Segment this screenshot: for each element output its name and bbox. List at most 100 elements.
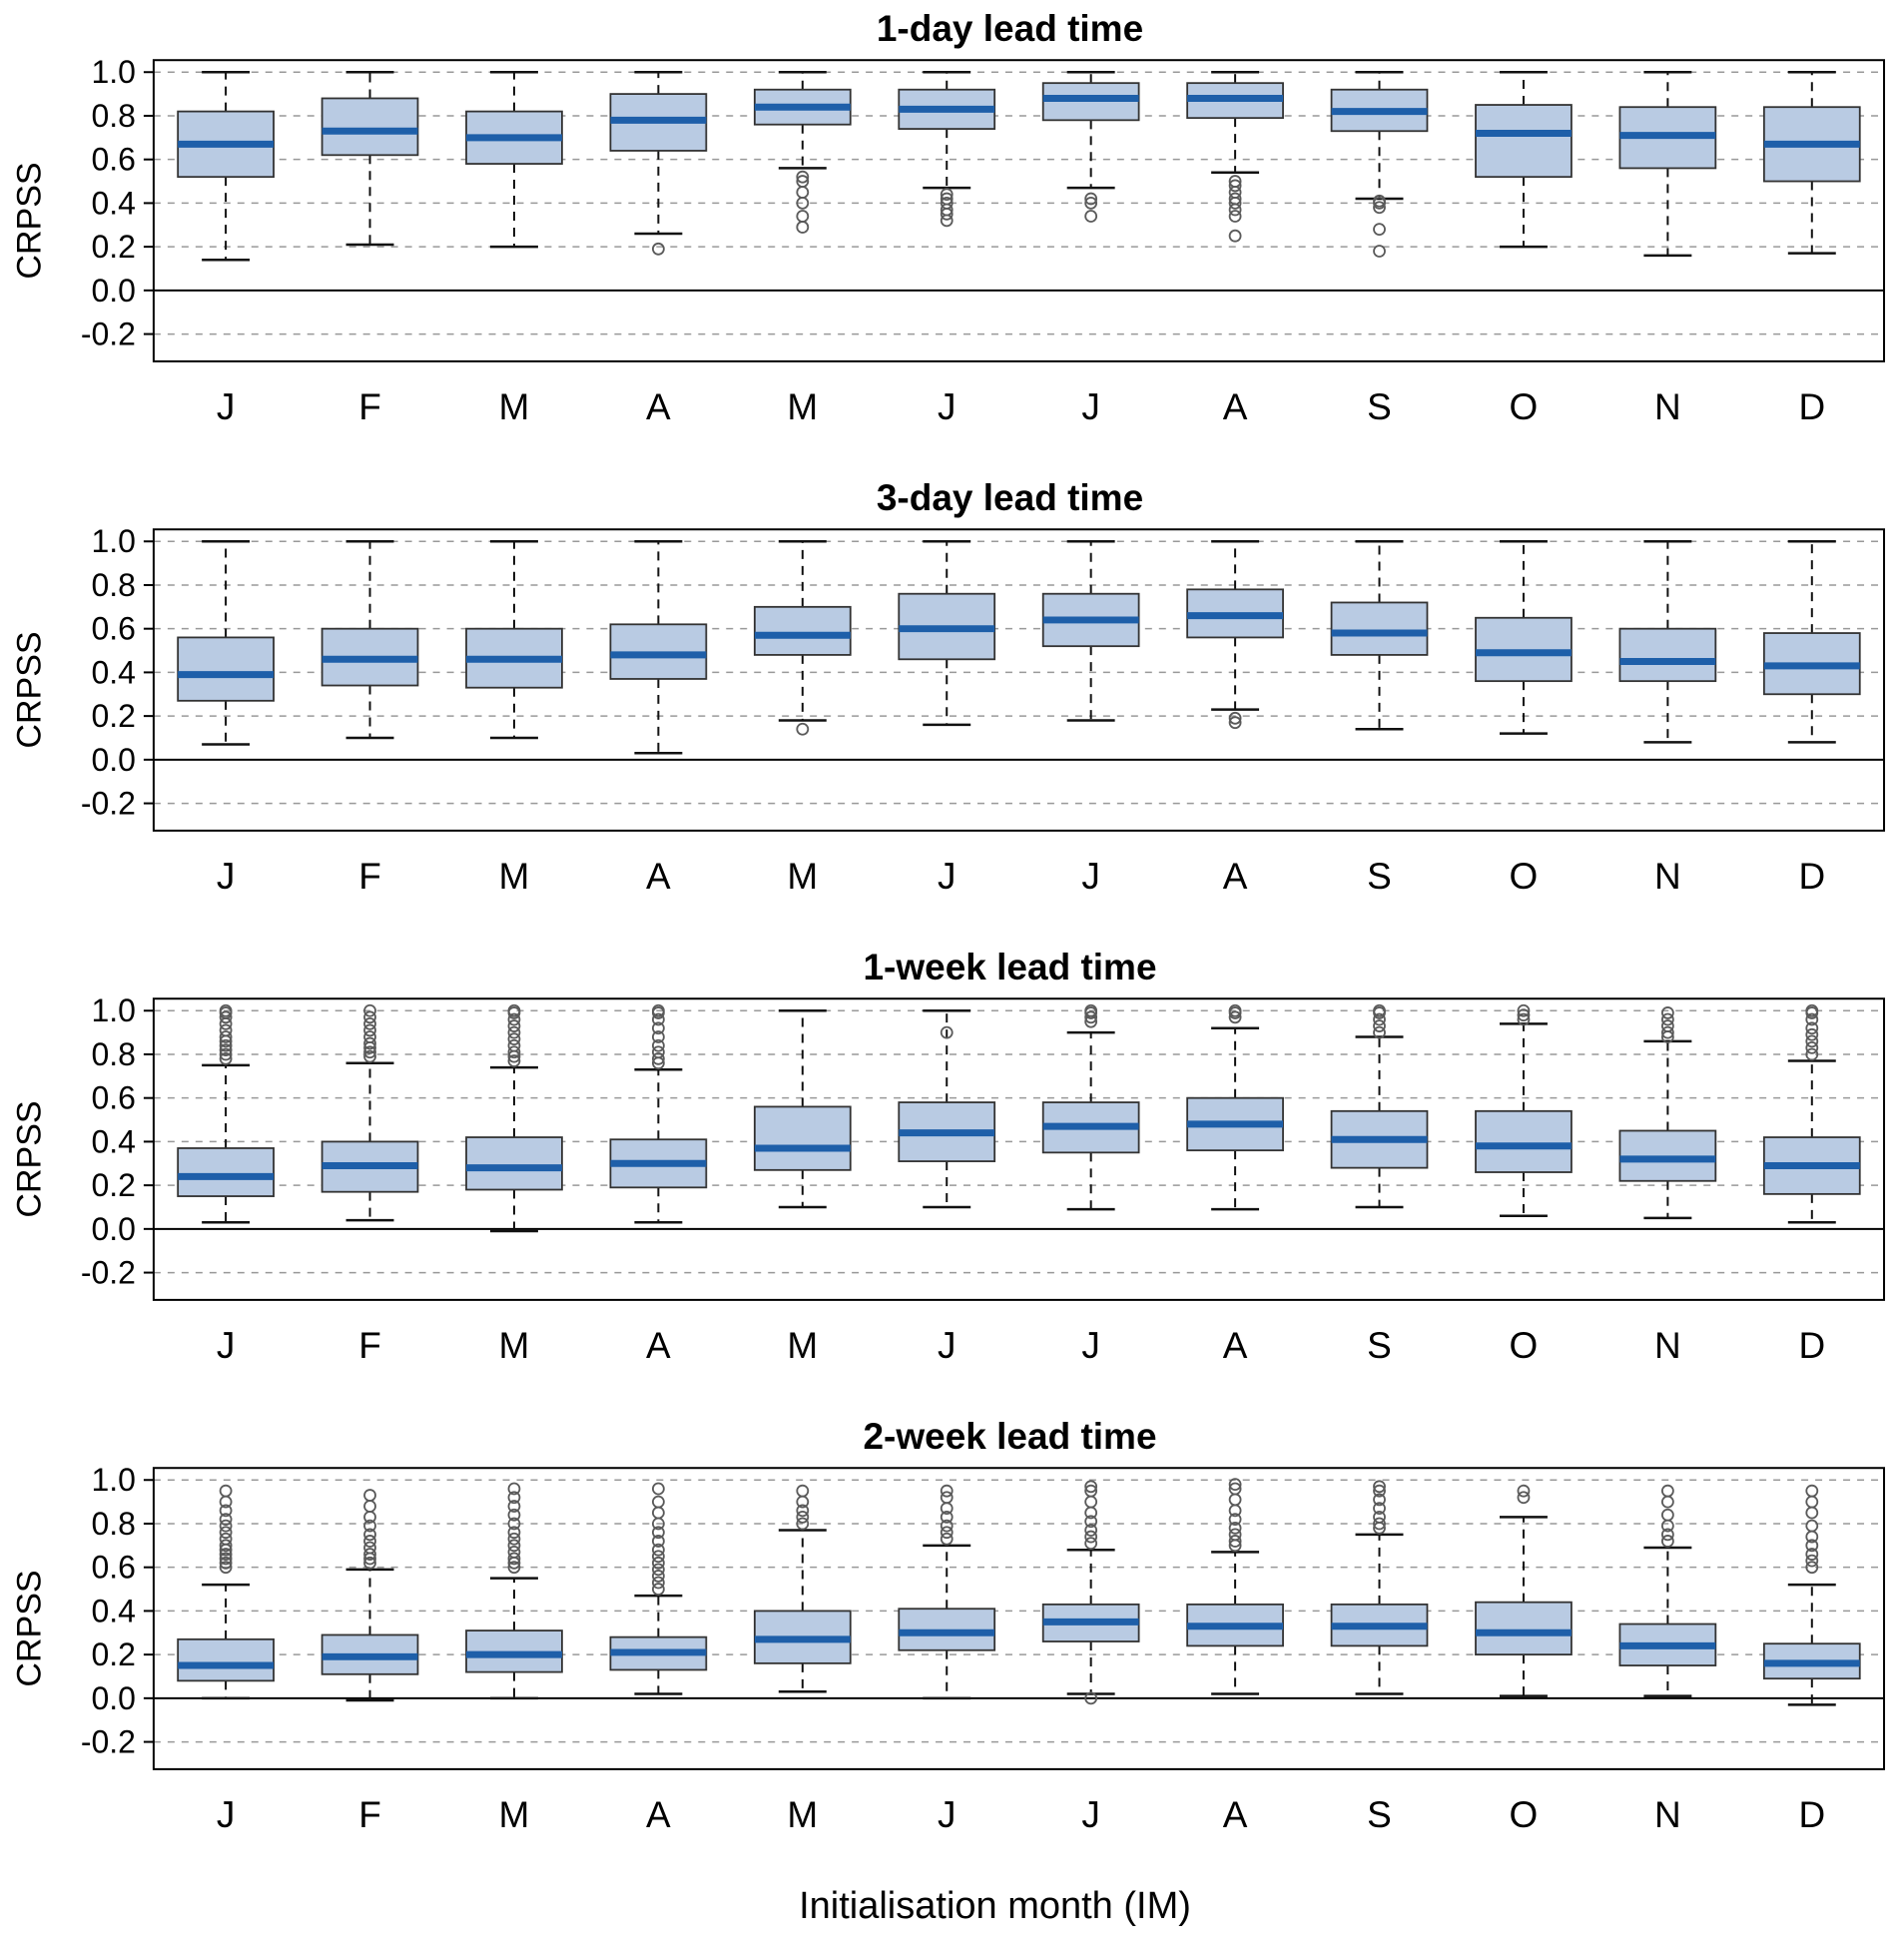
panel-body-3day: CRPSS 1.0 0.8 0.6 0.4 0.2 0.0 -0.2 J F M A M J J A S O N D [6,521,1894,943]
outlier-point [940,1519,953,1533]
x-tick-label: D [1798,386,1825,427]
y-tick-label: 0.6 [91,1550,135,1586]
outlier-point [219,1003,233,1017]
outlier-point [651,1506,665,1520]
outlier-point [1373,197,1386,210]
outlier-point [1228,716,1242,730]
outlier-point [219,1561,233,1575]
y-tick-label: 0.0 [91,273,135,309]
x-tick-label: O [1510,856,1539,897]
x-tick-label: N [1654,1794,1681,1835]
outlier-point [651,242,665,256]
outlier-point [1228,179,1242,193]
plot-border [152,528,1886,832]
outlier-point [1228,1003,1242,1017]
x-tick-label: A [646,1325,671,1366]
outlier-point [651,1570,665,1583]
outlier-point [219,1047,233,1061]
outlier-point [1805,1495,1819,1509]
box [1475,1601,1573,1656]
outlier-point [363,1548,376,1561]
outlier-point [651,1583,665,1596]
outlier-point [651,1045,665,1059]
x-tick-label: O [1510,1325,1539,1366]
x-tick-label: F [358,1325,381,1366]
box [320,97,419,157]
outlier-point [1660,1508,1674,1522]
x-tick-label: J [938,386,955,427]
outlier-point [796,722,810,736]
y-tick-label: 0.0 [91,1211,135,1247]
box [1475,104,1573,179]
outlier-point [219,1038,233,1052]
outlier-point [1373,1502,1386,1516]
outlier-point [1084,1480,1098,1494]
outlier-point [507,1532,521,1546]
box [1618,627,1717,683]
x-tick-label: A [1223,1325,1248,1366]
outlier-point [1084,1495,1098,1509]
x-tick-label: J [938,856,955,897]
y-tick-label: 0.2 [91,229,135,265]
outlier-point [219,1043,233,1056]
outlier-point [1373,1025,1386,1039]
outlier-point [1805,1041,1819,1054]
box [177,1637,275,1682]
outlier-point [1373,201,1386,215]
outlier-point [1660,1528,1674,1542]
x-tick-label: J [938,1325,955,1366]
outlier-point [1805,1548,1819,1561]
outlier-point [1805,1539,1819,1553]
y-tick-label: 1.0 [91,523,135,559]
outlier-point [219,1023,233,1037]
outlier-point [651,1550,665,1564]
outlier-point [507,1019,521,1032]
outlier-point [507,1038,521,1052]
outlier-point [1228,711,1242,725]
outlier-point [940,207,953,221]
outlier-point [1805,1561,1819,1575]
outlier-point [219,1010,233,1024]
outlier-point [940,1511,953,1524]
y-tick-label: -0.2 [81,1724,136,1760]
outlier-point [363,1049,376,1063]
y-tick-label: 0.4 [91,1593,135,1629]
outlier-point [219,1030,233,1043]
outlier-point [940,1532,953,1546]
outlier-point [507,1012,521,1026]
outlier-point [1517,1012,1531,1026]
x-tick-label: S [1367,1325,1392,1366]
outlier-point [507,1003,521,1017]
box [177,1147,275,1197]
outlier-point [1373,245,1386,258]
x-tick-label: S [1367,386,1392,427]
y-tick-label: 0.2 [91,698,135,734]
outlier-point [363,1541,376,1555]
outlier-point [1228,210,1242,223]
outlier-point [219,1484,233,1498]
outlier-point [1660,1484,1674,1498]
x-tick-label: F [358,386,381,427]
outlier-point [363,1030,376,1043]
outlier-point [507,1025,521,1039]
boxplot-chart-1week: 1.0 0.8 0.6 0.4 0.2 0.0 -0.2 J F M A M J J A S O N D [81,992,1886,1366]
y-axis-label-wrap: CRPSS [6,52,54,473]
outlier-point [363,1519,376,1533]
y-tick-label: 0.0 [91,742,135,778]
outlier-point [363,1045,376,1059]
outlier-point [363,1016,376,1030]
x-tick-label: M [499,1325,530,1366]
y-axis-label: CRPSS [10,162,49,280]
box [1330,601,1429,656]
outlier-point [219,1552,233,1566]
box [753,1105,852,1171]
panel-2week: 2-week lead time CRPSS 1.0 0.8 0.6 0.4 0.2 0.… [6,1414,1894,1881]
x-tick-label: S [1367,856,1392,897]
outlier-point [507,1561,521,1575]
outlier-point [219,1513,233,1526]
y-tick-label: 0.4 [91,1123,135,1159]
y-tick-label: 0.6 [91,142,135,178]
outlier-point [219,1539,233,1553]
outlier-point [219,1526,233,1540]
